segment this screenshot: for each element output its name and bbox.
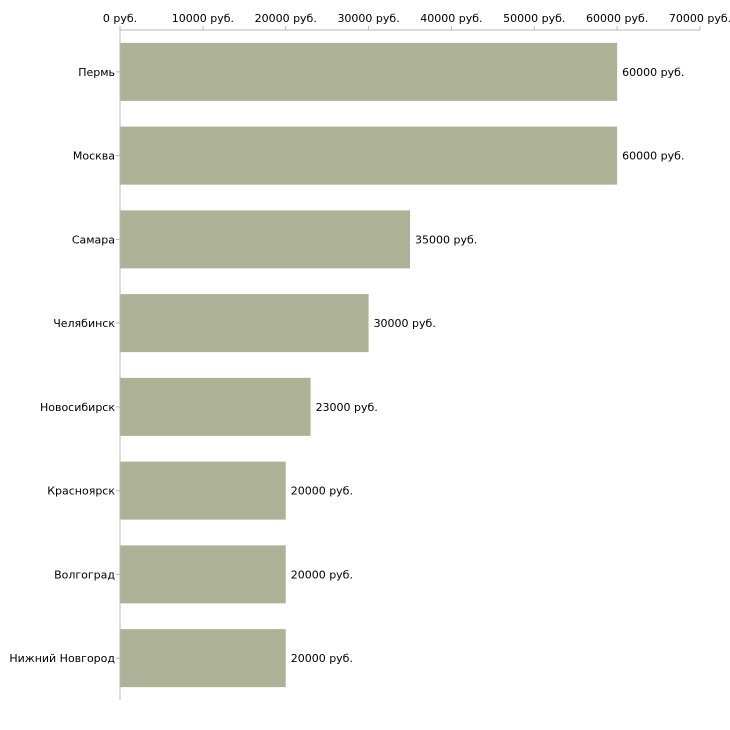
bar (120, 42, 618, 101)
x-tick-label: 40000 руб. (420, 12, 482, 25)
bar-value-label: 30000 руб. (374, 317, 436, 330)
x-axis-ticks: 0 руб. 10000 руб. 20000 руб. 30000 руб. 4000… (103, 12, 730, 30)
x-tick-label: 0 руб. (103, 12, 137, 25)
bar (120, 545, 286, 604)
category-label: Новосибирск (40, 401, 115, 414)
x-tick-label: 30000 руб. (337, 12, 399, 25)
category-label: Челябинск (53, 317, 115, 330)
category-label: Волгоград (54, 568, 115, 581)
bar-value-label: 35000 руб. (415, 233, 477, 246)
bar-value-label: 20000 руб. (291, 485, 353, 498)
bar-value-label: 60000 руб. (622, 150, 684, 163)
bar (120, 629, 286, 688)
bar (120, 126, 618, 185)
category-label: Нижний Новгород (9, 652, 115, 665)
bar (120, 377, 311, 436)
x-tick-label: 10000 руб. (172, 12, 234, 25)
bar-value-label: 60000 руб. (622, 66, 684, 79)
category-label: Пермь (78, 66, 115, 79)
category-label: Самара (72, 233, 115, 246)
x-tick-label: 20000 руб. (255, 12, 317, 25)
bar-value-label: 20000 руб. (291, 652, 353, 665)
axes-group (119, 29, 700, 700)
bar (120, 210, 410, 269)
bar-value-label: 23000 руб. (316, 401, 378, 414)
x-tick-label: 60000 руб. (586, 12, 648, 25)
category-label: Красноярск (47, 485, 115, 498)
category-label: Москва (73, 150, 115, 163)
bar (120, 461, 286, 520)
bar (120, 294, 369, 353)
x-tick-label: 70000 руб. (669, 12, 730, 25)
bar-value-label: 20000 руб. (291, 568, 353, 581)
x-tick-label: 50000 руб. (503, 12, 565, 25)
bars-group: Пермь 60000 руб. Москва 60000 руб. Самара 350… (9, 42, 684, 688)
